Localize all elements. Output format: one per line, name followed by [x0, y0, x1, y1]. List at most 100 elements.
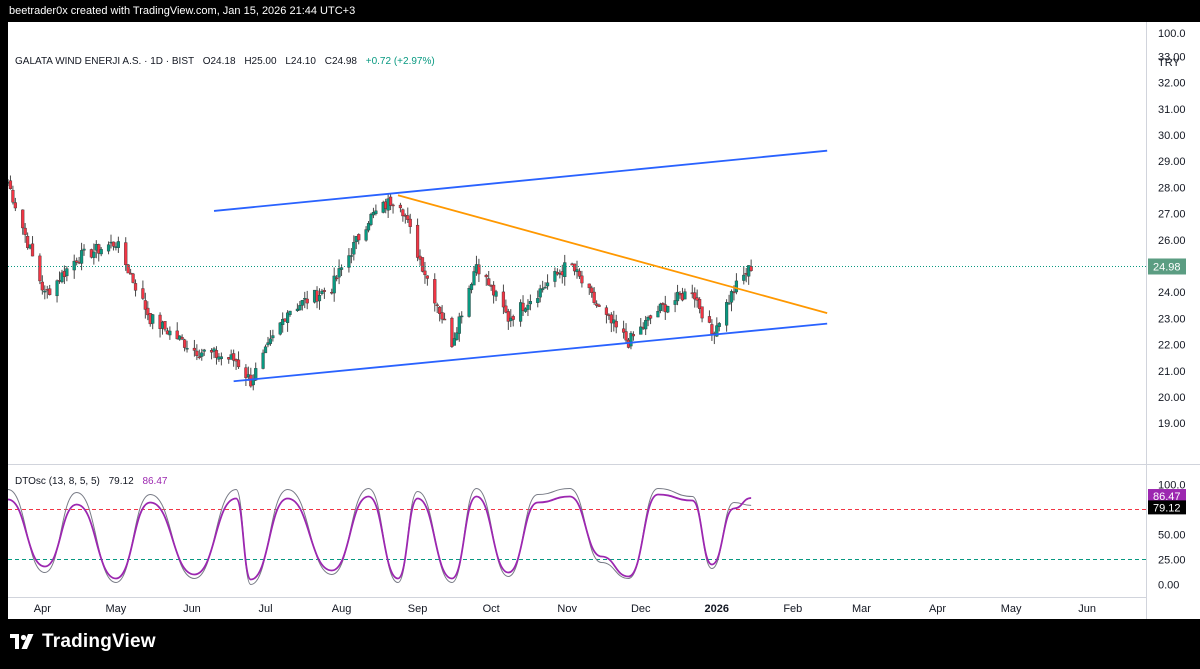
candle-body — [425, 275, 429, 279]
indicator-d-value: 86.47 — [142, 476, 167, 487]
candle-body — [75, 260, 79, 263]
candle-body — [288, 310, 292, 315]
price-pane[interactable] — [8, 149, 1146, 391]
candle-body — [214, 350, 219, 358]
indicator-legend[interactable]: DTOsc (13, 8, 5, 5) 79.12 86.47 — [15, 476, 168, 487]
ohlc-high: H25.00 — [244, 56, 277, 67]
price-change: +0.72 (+2.97%) — [366, 56, 435, 67]
candle-body — [278, 322, 282, 335]
candle-body — [13, 202, 17, 209]
candle-body — [357, 234, 361, 241]
candle-body — [133, 283, 138, 291]
candle-body — [8, 180, 13, 190]
time-tick-label: Sep — [408, 603, 428, 615]
candle-body — [442, 318, 447, 321]
candle-body — [452, 338, 456, 346]
candle-body — [433, 279, 437, 304]
time-tick-label: Apr — [34, 603, 51, 615]
osc-tick-label: 0.00 — [1158, 580, 1179, 592]
channel-upper-line[interactable] — [213, 149, 828, 212]
candle-body — [695, 297, 699, 301]
candle-body — [182, 339, 187, 348]
oscillator-pane[interactable] — [8, 487, 1146, 586]
candle-body — [423, 270, 427, 276]
price-tick-label: 30.00 — [1158, 130, 1186, 142]
candle-body — [43, 290, 47, 293]
candle-body — [21, 209, 25, 229]
candle-body — [734, 280, 739, 293]
candle-body — [369, 213, 373, 225]
candle-body — [420, 257, 425, 272]
price-tick-label: 27.00 — [1158, 209, 1186, 221]
candle-body — [477, 264, 481, 275]
candle-body — [467, 287, 471, 317]
candle-body — [595, 303, 599, 306]
candle-body — [543, 286, 547, 289]
candle-body — [106, 244, 111, 252]
candle-body — [614, 321, 618, 328]
candle-body — [732, 291, 736, 294]
price-tick-label: 19.00 — [1158, 418, 1186, 430]
symbol-legend[interactable]: GALATA WIND ENERJI A.S. · 1D · BIST O24.… — [15, 56, 435, 67]
candle-body — [457, 316, 461, 334]
candle-body — [72, 260, 76, 271]
candle-body — [506, 311, 510, 322]
candle-body — [415, 224, 420, 258]
candle-body — [644, 320, 648, 330]
tradingview-logo[interactable]: TradingView — [10, 631, 156, 653]
price-tick-label: 28.00 — [1158, 182, 1186, 194]
price-tick-label: 20.00 — [1158, 392, 1186, 404]
time-tick-label: 2026 — [705, 603, 729, 615]
candle-body — [79, 250, 84, 264]
candle-body — [300, 300, 304, 306]
candle-body — [710, 324, 714, 335]
price-tick-label: 31.00 — [1158, 104, 1186, 116]
ohlc-open: O24.18 — [203, 56, 236, 67]
osc-tick-label: 50.00 — [1158, 530, 1186, 542]
dtosc-d-line[interactable] — [8, 493, 752, 581]
candle-body — [111, 241, 116, 247]
candle-body — [440, 312, 444, 320]
candle-body — [575, 269, 579, 273]
candle-body — [332, 275, 336, 294]
candle-body — [624, 331, 628, 341]
candle-body — [55, 280, 59, 297]
candle-body — [347, 255, 351, 268]
candle-body — [285, 312, 290, 323]
candle-body — [366, 223, 371, 231]
candle-body — [631, 334, 636, 337]
currency-label[interactable]: TRY — [1158, 57, 1180, 69]
chart-area[interactable]: 100.0 33.00 32.00 31.00 30.00 29.00 28.00 27.00… — [8, 22, 1200, 619]
channel-lower-line[interactable] — [233, 322, 828, 383]
candle-body — [528, 301, 533, 305]
candle-body — [401, 209, 405, 217]
candle-body — [244, 367, 248, 378]
trendline-line[interactable] — [397, 194, 828, 314]
candle-body — [202, 349, 206, 352]
time-tick-label: May — [1001, 603, 1022, 615]
candle-body — [406, 215, 410, 220]
candle-body — [511, 316, 515, 320]
candle-body — [484, 274, 488, 278]
candle-body — [717, 323, 721, 327]
candle-body — [60, 272, 64, 283]
indicator-k-value: 79.12 — [109, 476, 134, 487]
time-tick-label: Jun — [1078, 603, 1096, 615]
candle-body — [11, 189, 15, 203]
candle-body — [271, 335, 275, 339]
ohlc-close: C24.98 — [325, 56, 358, 67]
time-tick-label: Oct — [483, 603, 500, 615]
candle-body — [335, 277, 339, 280]
candle-body — [693, 292, 697, 300]
time-tick-label: Dec — [631, 603, 651, 615]
candle-body — [629, 332, 633, 347]
candle-body — [232, 353, 236, 361]
candle-body — [501, 291, 506, 308]
price-tick-label: 26.00 — [1158, 235, 1186, 247]
candle-body — [322, 290, 326, 292]
candle-body — [192, 347, 196, 351]
time-tick-label: Nov — [557, 603, 577, 615]
time-tick-label: Mar — [852, 603, 871, 615]
candle-body — [715, 325, 719, 337]
